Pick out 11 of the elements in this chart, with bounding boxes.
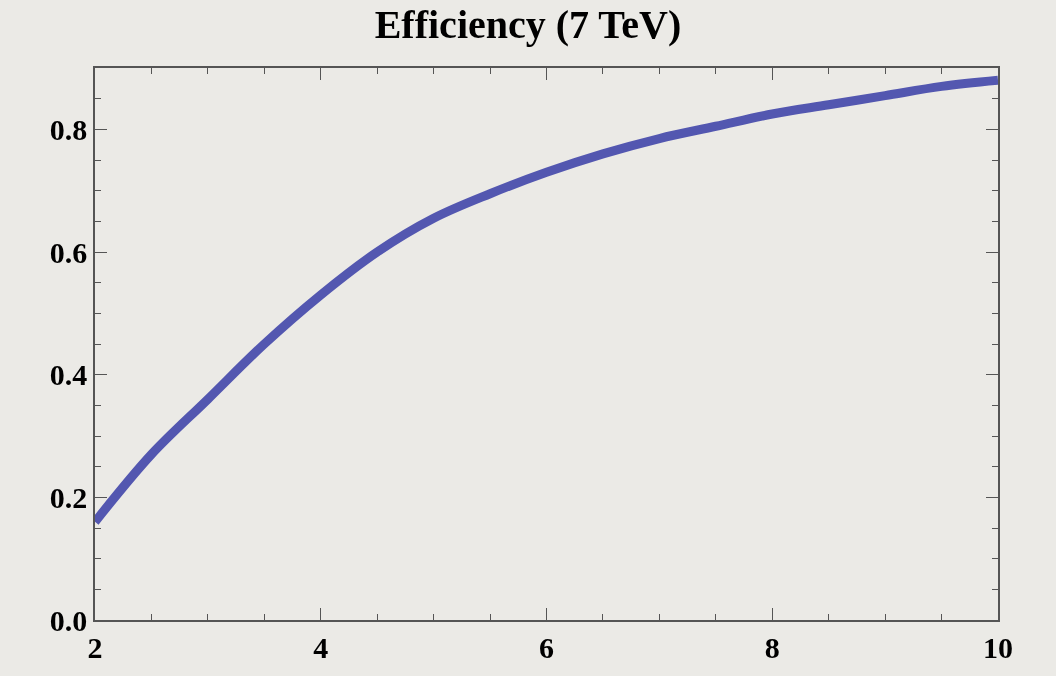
- x-tick-label: 10: [983, 630, 1013, 664]
- y-tick-label: 0.6: [49, 235, 88, 269]
- x-tick-label: 4: [313, 630, 329, 664]
- x-tick-label: 2: [87, 630, 103, 664]
- chart-title: Efficiency (7 TeV): [374, 2, 682, 48]
- x-tick-label: 6: [539, 630, 554, 664]
- y-tick-label: 0.0: [49, 603, 88, 637]
- x-tick-label: 8: [764, 630, 780, 664]
- y-tick-label: 0.4: [49, 358, 88, 392]
- y-tick-label: 0.2: [49, 480, 88, 514]
- y-tick-label: 0.8: [49, 112, 88, 146]
